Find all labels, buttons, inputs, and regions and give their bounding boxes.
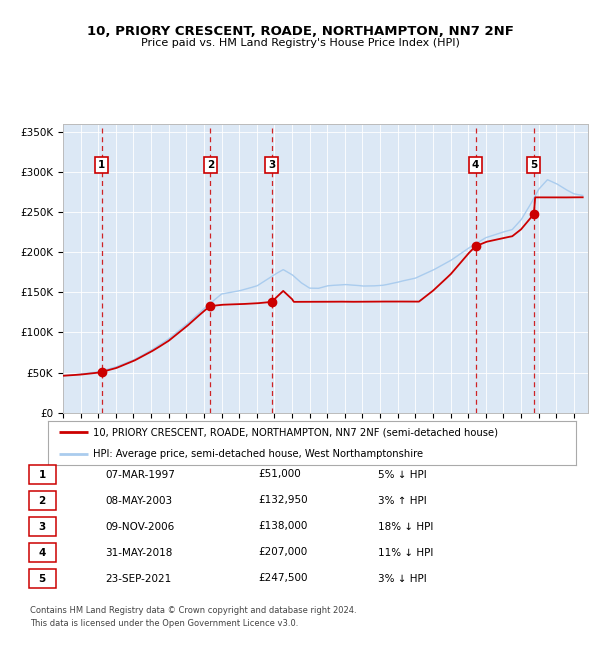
- Text: 4: 4: [472, 161, 479, 170]
- Text: 23-SEP-2021: 23-SEP-2021: [105, 573, 171, 584]
- Text: £138,000: £138,000: [258, 521, 307, 532]
- Text: 2: 2: [206, 161, 214, 170]
- Text: 5: 5: [38, 573, 46, 584]
- Text: 1: 1: [98, 161, 105, 170]
- Text: HPI: Average price, semi-detached house, West Northamptonshire: HPI: Average price, semi-detached house,…: [93, 448, 423, 459]
- Text: 2: 2: [38, 495, 46, 506]
- Text: 5: 5: [530, 161, 538, 170]
- Text: 10, PRIORY CRESCENT, ROADE, NORTHAMPTON, NN7 2NF: 10, PRIORY CRESCENT, ROADE, NORTHAMPTON,…: [86, 25, 514, 38]
- Text: 31-MAY-2018: 31-MAY-2018: [105, 547, 172, 558]
- Text: 5% ↓ HPI: 5% ↓ HPI: [378, 469, 427, 480]
- Text: 18% ↓ HPI: 18% ↓ HPI: [378, 521, 433, 532]
- Text: 1: 1: [38, 469, 46, 480]
- Text: 4: 4: [38, 547, 46, 558]
- Text: £51,000: £51,000: [258, 469, 301, 480]
- Text: 3% ↓ HPI: 3% ↓ HPI: [378, 573, 427, 584]
- Text: 09-NOV-2006: 09-NOV-2006: [105, 521, 174, 532]
- Text: 10, PRIORY CRESCENT, ROADE, NORTHAMPTON, NN7 2NF (semi-detached house): 10, PRIORY CRESCENT, ROADE, NORTHAMPTON,…: [93, 428, 498, 437]
- Text: 07-MAR-1997: 07-MAR-1997: [105, 469, 175, 480]
- Text: £207,000: £207,000: [258, 547, 307, 558]
- Text: Price paid vs. HM Land Registry's House Price Index (HPI): Price paid vs. HM Land Registry's House …: [140, 38, 460, 47]
- Text: £247,500: £247,500: [258, 573, 308, 584]
- Text: 08-MAY-2003: 08-MAY-2003: [105, 495, 172, 506]
- Text: £132,950: £132,950: [258, 495, 308, 506]
- Text: 3: 3: [268, 161, 275, 170]
- Text: 3% ↑ HPI: 3% ↑ HPI: [378, 495, 427, 506]
- Text: 3: 3: [38, 521, 46, 532]
- Text: 11% ↓ HPI: 11% ↓ HPI: [378, 547, 433, 558]
- Text: Contains HM Land Registry data © Crown copyright and database right 2024.
This d: Contains HM Land Registry data © Crown c…: [30, 606, 356, 628]
